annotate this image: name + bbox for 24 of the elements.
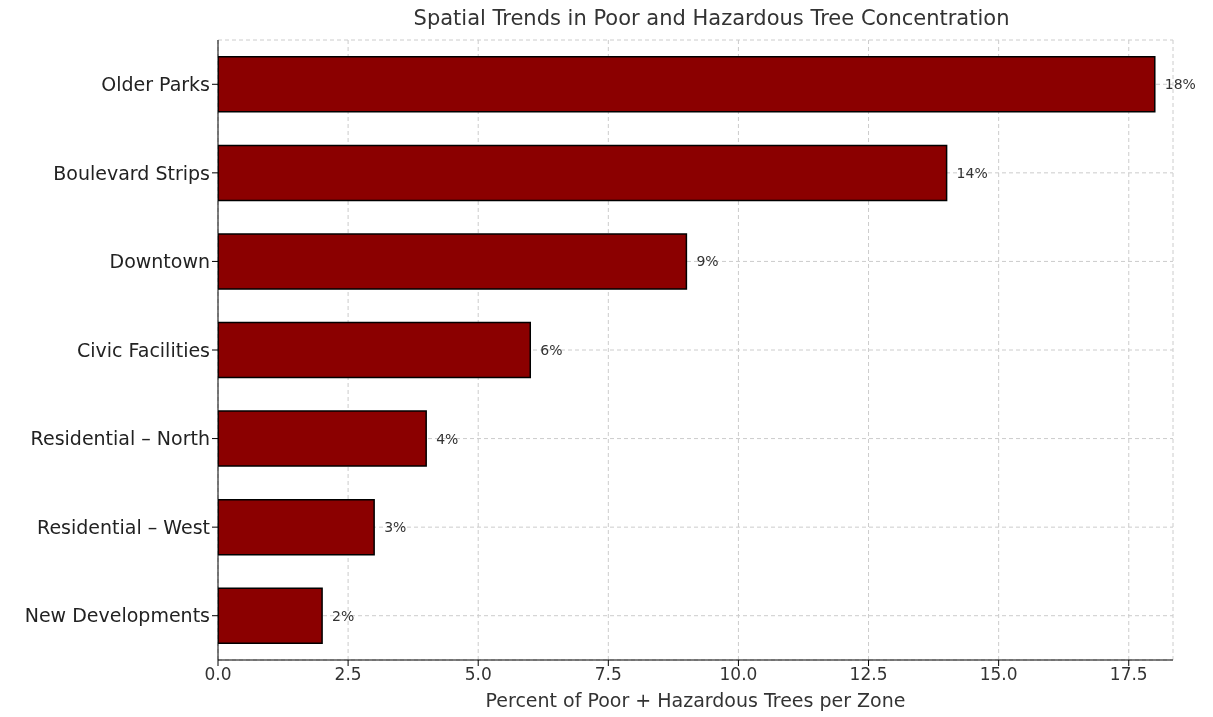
y-tick-label: New Developments bbox=[24, 604, 210, 627]
x-tick-label: 7.5 bbox=[594, 664, 622, 685]
y-tick-label: Residential – West bbox=[37, 515, 210, 538]
x-axis-title: Percent of Poor + Hazardous Trees per Zone bbox=[485, 689, 906, 711]
data-label: 2% bbox=[332, 607, 355, 624]
y-tick-label: Residential – North bbox=[30, 427, 210, 450]
y-tick-label: Older Parks bbox=[101, 73, 210, 96]
x-tick-label: 2.5 bbox=[334, 664, 362, 685]
y-tick-label: Civic Facilities bbox=[77, 338, 210, 361]
y-tick-label: Boulevard Strips bbox=[53, 161, 210, 184]
y-tick-label: Downtown bbox=[109, 250, 210, 273]
data-label: 9% bbox=[696, 253, 719, 270]
chart-title: Spatial Trends in Poor and Hazardous Tree Concentration bbox=[412, 6, 1011, 30]
x-tick-label: 5.0 bbox=[464, 664, 492, 685]
data-label: 3% bbox=[384, 519, 407, 536]
x-tick-label: 17.5 bbox=[1109, 664, 1148, 685]
data-label: 14% bbox=[956, 164, 988, 181]
data-label: 18% bbox=[1164, 76, 1196, 93]
x-tick-label: 12.5 bbox=[849, 664, 888, 685]
x-tick-label: 10.0 bbox=[719, 664, 758, 685]
x-tick-label: 15.0 bbox=[979, 664, 1018, 685]
data-label: 6% bbox=[540, 342, 563, 359]
x-tick-label: 0.0 bbox=[204, 664, 232, 685]
data-label: 4% bbox=[436, 430, 459, 447]
